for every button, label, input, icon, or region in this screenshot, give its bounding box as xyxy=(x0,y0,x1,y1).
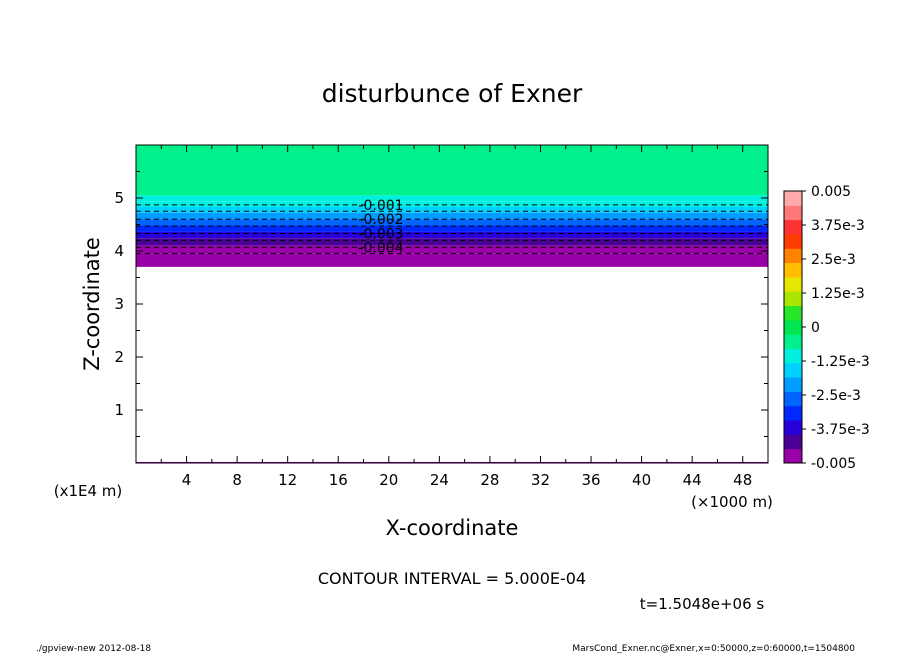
contour-interval-text: CONTOUR INTERVAL = 5.000E-04 xyxy=(318,569,586,588)
x-axis: 4 8 12 16 20 24 28 32 36 40 44 48 xyxy=(160,145,752,489)
x-tick-label: 20 xyxy=(379,471,398,489)
colorbar-swatch xyxy=(784,191,802,206)
colorbar-swatch xyxy=(784,362,802,378)
colorbar-swatch xyxy=(784,434,802,450)
colorbar-swatch xyxy=(784,305,802,321)
colorbar-swatch xyxy=(784,420,802,435)
colorbar-label: 0.005 xyxy=(811,184,851,200)
x-tick-label: 36 xyxy=(581,471,600,489)
x-axis-label: X-coordinate xyxy=(386,516,519,540)
x-tick-label: 32 xyxy=(531,471,550,489)
colorbar-swatch xyxy=(784,377,802,392)
colorbar-label: -1.25e-3 xyxy=(811,354,870,370)
colorbar-swatch xyxy=(784,205,802,221)
contour-band xyxy=(136,145,768,196)
contour-band xyxy=(136,238,768,246)
contour-band xyxy=(136,207,768,213)
x-tick-label: 48 xyxy=(733,471,752,489)
colorbar-label: -3.75e-3 xyxy=(811,422,870,438)
colorbar-swatch xyxy=(784,334,802,349)
footer-right: MarsCond_Exner.nc@Exner,x=0:50000,z=0:60… xyxy=(572,644,855,654)
contour-band xyxy=(136,225,768,232)
x-tick-label: 12 xyxy=(278,471,297,489)
y-unit-label: (x1E4 m) xyxy=(54,482,123,500)
x-unit-label: (×1000 m) xyxy=(691,493,773,511)
contour-band xyxy=(136,212,768,220)
colorbar: 0.005 3.75e-3 2.5e-3 1.25e-3 0 -1.25e-3 -2.5e-… xyxy=(784,184,870,472)
colorbar-label: -0.005 xyxy=(811,456,856,472)
x-tick-label: 40 xyxy=(632,471,651,489)
y-tick-label: 4 xyxy=(114,242,124,260)
y-tick-label: 2 xyxy=(114,348,124,366)
x-tick-label: 16 xyxy=(329,471,348,489)
x-tick-label: 4 xyxy=(182,471,192,489)
colorbar-swatch xyxy=(784,405,802,421)
colorbar-swatch xyxy=(784,291,802,307)
x-tick-label: 28 xyxy=(480,471,499,489)
contour-lines: -0.001-0.002-0.003-0.004 xyxy=(136,198,768,256)
colorbar-swatch xyxy=(784,248,802,264)
colorbar-swatch xyxy=(784,448,802,464)
y-tick-label: 3 xyxy=(114,295,124,313)
colorbar-swatch xyxy=(784,219,802,235)
colorbar-label: 2.5e-3 xyxy=(811,252,856,268)
colorbar-swatch xyxy=(784,262,802,278)
colorbar-swatch xyxy=(784,391,802,407)
x-tick-label: 44 xyxy=(683,471,702,489)
contour-label: -0.002 xyxy=(358,212,403,228)
contour-label: -0.001 xyxy=(358,198,403,214)
y-tick-label: 5 xyxy=(114,189,124,207)
x-tick-label: 8 xyxy=(232,471,242,489)
colorbar-swatch xyxy=(784,233,802,249)
contour-band xyxy=(136,201,768,208)
contour-band xyxy=(136,195,768,202)
colorbar-swatch xyxy=(784,319,802,335)
contour-band xyxy=(136,245,768,254)
footer-left: ./gpview-new 2012-08-18 xyxy=(36,644,151,654)
colorbar-label: 3.75e-3 xyxy=(811,218,865,234)
plot-area xyxy=(136,145,768,464)
contour-band xyxy=(136,219,768,226)
colorbar-swatch xyxy=(784,276,802,292)
y-tick-label: 1 xyxy=(114,401,124,419)
chart-title: disturbunce of Exner xyxy=(322,79,583,108)
y-axis: 1 2 3 4 5 xyxy=(114,171,768,437)
contour-band xyxy=(136,231,768,239)
colorbar-label: -2.5e-3 xyxy=(811,388,861,404)
contour-band xyxy=(136,253,768,267)
colorbar-label: 1.25e-3 xyxy=(811,286,865,302)
contour-label: -0.003 xyxy=(358,227,403,243)
colorbar-frame xyxy=(783,190,803,464)
time-text: t=1.5048e+06 s xyxy=(640,595,765,613)
contour-label: -0.004 xyxy=(358,240,403,256)
colorbar-label: 0 xyxy=(811,320,820,336)
x-tick-label: 24 xyxy=(430,471,449,489)
colorbar-swatch xyxy=(784,348,802,364)
y-axis-label: Z-coordinate xyxy=(80,237,104,371)
